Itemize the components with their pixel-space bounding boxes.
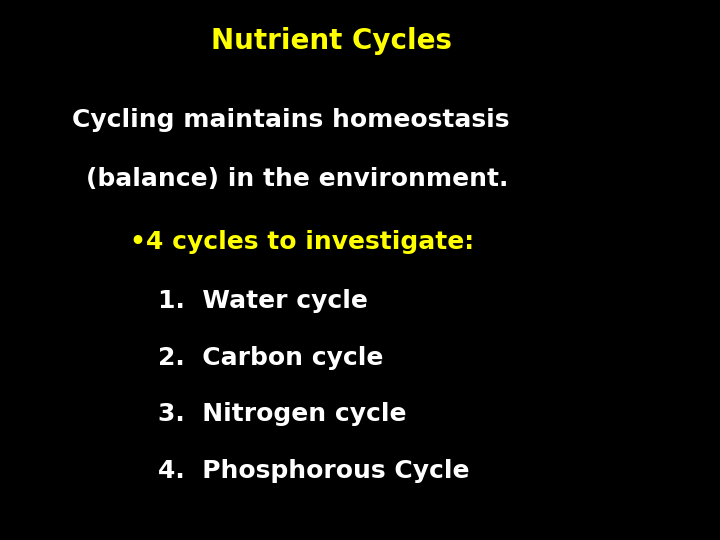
Text: (balance) in the environment.: (balance) in the environment. [86, 167, 509, 191]
Text: Nutrient Cycles: Nutrient Cycles [211, 27, 451, 55]
Text: Cycling maintains homeostasis: Cycling maintains homeostasis [72, 108, 510, 132]
Text: 1.  Water cycle: 1. Water cycle [158, 289, 368, 313]
Text: 3.  Nitrogen cycle: 3. Nitrogen cycle [158, 402, 407, 426]
Text: 4.  Phosphorous Cycle: 4. Phosphorous Cycle [158, 459, 470, 483]
Text: 2.  Carbon cycle: 2. Carbon cycle [158, 346, 384, 369]
Text: •4 cycles to investigate:: •4 cycles to investigate: [130, 230, 474, 253]
